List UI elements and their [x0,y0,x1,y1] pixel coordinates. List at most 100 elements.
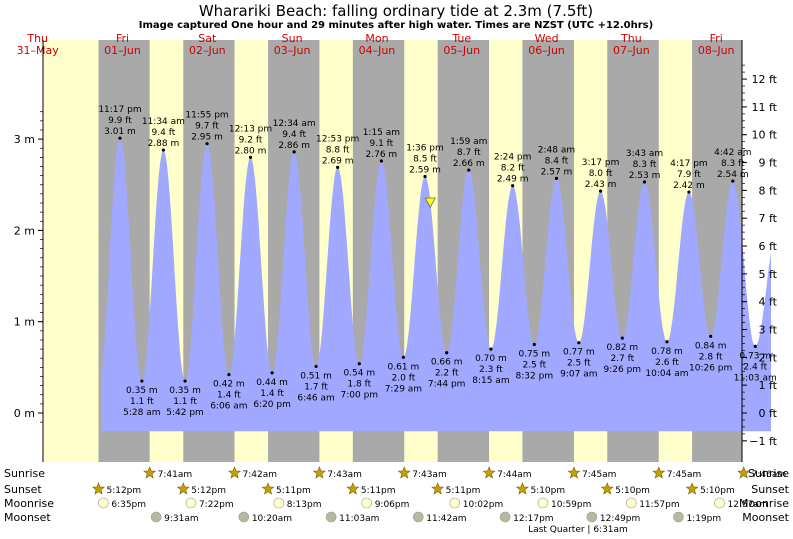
high-tide-ft: 8.7 ft [457,148,481,158]
day-date: 31–May [17,44,60,57]
high-tide-point [687,190,691,194]
sun-star-icon [737,466,751,479]
moon-icon [361,497,373,509]
right-tick-label: −1 ft [749,435,777,448]
event-time: 7:41am [158,470,193,480]
low-tide-m: 0.84 m [695,341,727,351]
low-tide-ft: 2.8 ft [699,352,723,362]
event-time: 7:46am [752,470,787,480]
sun-star-icon [346,482,360,495]
day-name: Tue [451,32,471,45]
low-tide-ft: 2.4 ft [743,362,767,372]
moon-icon [150,511,162,523]
high-tide-point [336,165,340,170]
right-tick-label: 0 ft [759,407,778,420]
low-tide-m: 0.54 m [343,369,375,379]
high-tide-time: 11:55 pm [185,111,228,121]
day-date: 02–Jun [189,44,226,57]
left-tick-label: 2 m [14,224,35,237]
low-tide-ft: 2.5 ft [522,361,546,371]
high-tide-m: 2.57 m [541,167,573,177]
sun-star-icon [261,482,275,495]
row-label-left: Sunrise [4,467,45,480]
high-tide-ft: 9.2 ft [239,135,263,145]
low-tide-m: 0.51 m [300,371,332,381]
tide-curve [101,138,772,432]
low-tide-point [532,342,536,347]
day-name: Fri [116,32,129,45]
low-tide-ft: 2.3 ft [479,365,503,375]
chart-subtitle: Image captured One hour and 29 minutes a… [139,20,653,31]
event-time: 11:03am [339,514,379,524]
high-tide-ft: 8.3 ft [633,160,657,170]
high-tide-m: 2.80 m [235,146,267,156]
low-tide-time: 6:46 am [297,393,334,403]
moon-icon [625,497,637,509]
low-tide-ft: 2.7 ft [610,354,634,364]
low-tide-m: 0.78 m [651,347,683,357]
day-date: 01–Jun [104,44,141,57]
low-tide-point [753,344,757,348]
low-tide-point [709,334,713,338]
low-tide-m: 0.35 m [169,386,201,396]
high-tide-m: 2.95 m [191,133,223,143]
high-tide-time: 3:17 pm [582,158,620,168]
high-tide-ft: 7.9 ft [677,170,701,180]
low-tide-m: 0.73 m [739,351,771,361]
low-tide-time: 9:26 pm [604,365,642,375]
row-label-left: Sunset [4,483,42,496]
tide-labels: 11:17 pm9.9 ft3.01 m0.35 m1.1 ft5:28 am1… [98,105,776,418]
high-tide-point [248,155,253,159]
high-tide-point [467,168,471,172]
day-date: 07–Jun [613,44,650,57]
low-tide-ft: 2.5 ft [567,359,591,369]
low-tide-time: 6:06 am [210,402,247,412]
moon-icon [238,511,250,523]
high-tide-m: 2.76 m [366,150,398,160]
high-tide-m: 2.86 m [278,141,310,151]
day-name: Fri [710,32,723,45]
moon-icon [412,511,424,523]
event-time: 12:57am [728,500,768,510]
low-tide-time: 6:20 pm [253,400,291,410]
event-time: 5:12pm [106,486,141,496]
low-tide-ft: 1.1 ft [173,397,197,407]
high-tide-m: 2.49 m [497,175,529,185]
moon-icon [499,511,511,523]
low-tide-ft: 2.6 ft [655,358,679,368]
low-tide-m: 0.44 m [256,378,288,388]
high-tide-ft: 8.5 ft [413,155,437,165]
high-tide-m: 2.59 m [409,166,441,176]
event-time: 5:10pm [700,486,735,496]
tide-area [101,138,772,432]
low-tide-time: 10:04 am [645,369,688,379]
high-tide-m: 3.01 m [104,127,136,137]
day-labels: Thu31–MayFri01–JunSat02–JunSun03–JunMon0… [17,32,735,57]
high-tide-ft: 8.3 ft [721,159,745,169]
high-tide-time: 1:59 am [450,137,487,147]
current-tide-marker [424,197,436,208]
high-tide-time: 3:43 am [626,149,663,159]
sun-star-icon [652,466,666,479]
day-name: Sat [198,32,217,45]
event-time: 12:17pm [513,514,553,524]
high-tide-ft: 9.4 ft [152,128,176,138]
high-tide-point [642,180,647,184]
high-tide-point [161,148,165,152]
low-tide-point [183,379,187,383]
sun-star-icon [482,466,496,479]
low-tide-point [665,340,669,344]
sun-star-icon [431,482,445,495]
high-tide-point [423,174,427,179]
high-tide-point [118,136,122,140]
day-name: Thu [620,32,642,45]
right-tick-label: 7 ft [759,212,778,225]
moon-icon [714,497,725,509]
right-tick-label: 10 ft [752,129,778,142]
high-tide-time: 1:15 am [363,128,400,138]
left-tick-label: 0 m [14,407,35,420]
row-label-right: Sunrise [748,467,789,480]
row-label-left: Moonset [4,511,51,524]
low-tide-point [357,362,361,366]
